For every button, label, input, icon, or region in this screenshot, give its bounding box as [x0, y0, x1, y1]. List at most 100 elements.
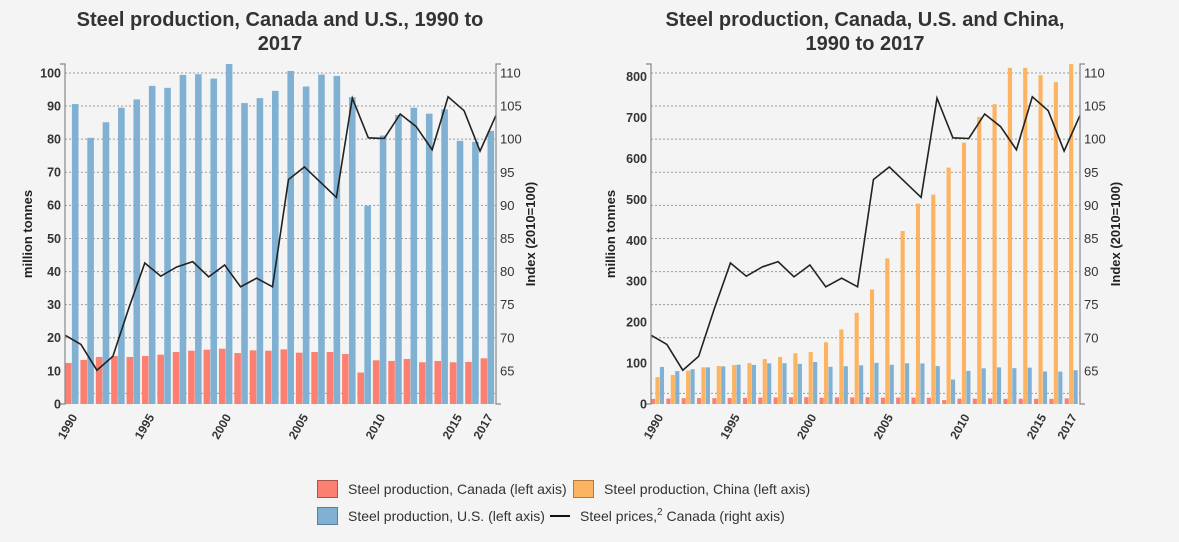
bar-china-2011[interactable]	[977, 116, 982, 404]
bar-canada-1996[interactable]	[742, 397, 748, 404]
bar-us-2014[interactable]	[1027, 367, 1032, 404]
bar-canada-2003[interactable]	[850, 397, 855, 404]
bar-china-2010[interactable]	[961, 142, 967, 404]
bar-china-1991[interactable]	[670, 374, 675, 404]
bar-us-2015[interactable]	[456, 140, 464, 404]
bar-canada-1995[interactable]	[727, 398, 732, 404]
bar-canada-2008[interactable]	[926, 397, 931, 404]
bar-china-2016[interactable]	[1053, 82, 1058, 405]
bar-canada-1997[interactable]	[758, 397, 763, 404]
bar-canada-2007[interactable]	[326, 352, 334, 404]
bar-us-2006[interactable]	[905, 363, 910, 404]
bar-china-1990[interactable]	[655, 377, 660, 404]
bar-canada-1994[interactable]	[712, 398, 717, 404]
bar-us-1998[interactable]	[195, 74, 202, 404]
bar-us-2007[interactable]	[920, 363, 925, 404]
bar-canada-1994[interactable]	[126, 356, 134, 404]
bar-us-1992[interactable]	[102, 122, 110, 405]
bar-canada-2010[interactable]	[957, 398, 962, 404]
bar-canada-2009[interactable]	[942, 400, 947, 404]
bar-canada-2006[interactable]	[896, 397, 901, 404]
bar-us-2011[interactable]	[395, 114, 402, 404]
bar-us-2009[interactable]	[950, 379, 956, 405]
bar-canada-1993[interactable]	[696, 398, 702, 404]
bar-us-1990[interactable]	[71, 104, 79, 404]
bar-us-2007[interactable]	[333, 75, 341, 405]
bar-us-2002[interactable]	[256, 98, 264, 404]
bar-us-2006[interactable]	[318, 74, 325, 404]
bar-us-1996[interactable]	[164, 87, 171, 404]
bar-canada-2015[interactable]	[449, 362, 457, 404]
bar-canada-2002[interactable]	[834, 397, 839, 404]
bar-us-2013[interactable]	[1012, 368, 1017, 404]
bar-canada-2002[interactable]	[249, 350, 257, 404]
bar-us-1999[interactable]	[797, 363, 802, 404]
bar-canada-2001[interactable]	[819, 397, 824, 404]
bar-china-1997[interactable]	[762, 359, 767, 404]
bar-china-2008[interactable]	[931, 194, 936, 404]
bar-china-2012[interactable]	[992, 104, 997, 404]
bar-canada-1992[interactable]	[681, 398, 686, 404]
bar-us-1998[interactable]	[782, 363, 787, 404]
bar-canada-2015[interactable]	[1034, 398, 1039, 404]
bar-china-2001[interactable]	[823, 342, 829, 404]
price-line[interactable]	[650, 95, 1081, 372]
bar-china-1998[interactable]	[778, 356, 783, 404]
bar-china-1993[interactable]	[701, 367, 706, 404]
bar-canada-2017[interactable]	[1064, 398, 1069, 404]
bar-us-2010[interactable]	[966, 370, 971, 404]
bar-canada-2007[interactable]	[911, 397, 916, 404]
bar-canada-2005[interactable]	[880, 397, 885, 404]
bar-canada-1990[interactable]	[65, 362, 72, 404]
bar-canada-2004[interactable]	[865, 397, 870, 404]
bar-canada-1996[interactable]	[157, 354, 164, 404]
bar-china-2009[interactable]	[946, 167, 951, 404]
legend-item-price[interactable]: Steel prices,2 Canada (right axis)	[550, 507, 785, 525]
bar-canada-2004[interactable]	[280, 349, 288, 404]
bar-us-1995[interactable]	[736, 364, 741, 404]
bar-china-2007[interactable]	[915, 203, 921, 404]
bar-china-2004[interactable]	[869, 289, 875, 404]
bar-us-2005[interactable]	[302, 86, 310, 404]
bar-canada-2009[interactable]	[357, 372, 365, 404]
bar-china-2003[interactable]	[854, 312, 859, 404]
bar-canada-2000[interactable]	[218, 348, 226, 404]
bar-us-1993[interactable]	[705, 367, 710, 404]
bar-us-1990[interactable]	[659, 366, 665, 404]
bar-us-2012[interactable]	[996, 367, 1002, 404]
bar-us-2012[interactable]	[410, 107, 418, 404]
bar-canada-1991[interactable]	[80, 359, 87, 404]
bar-canada-1991[interactable]	[666, 398, 671, 404]
bar-us-2001[interactable]	[828, 366, 833, 404]
bar-us-2009[interactable]	[364, 205, 371, 404]
bar-us-2016[interactable]	[1058, 371, 1063, 404]
bar-canada-1999[interactable]	[788, 397, 794, 404]
bar-canada-2003[interactable]	[265, 350, 272, 404]
legend-item-us[interactable]: Steel production, U.S. (left axis)	[317, 507, 545, 525]
bar-canada-2001[interactable]	[234, 353, 241, 404]
bar-canada-1999[interactable]	[203, 349, 211, 404]
bar-us-1994[interactable]	[721, 366, 726, 404]
bar-canada-2006[interactable]	[311, 352, 318, 404]
bar-canada-2005[interactable]	[295, 352, 303, 404]
bar-china-1996[interactable]	[747, 363, 752, 404]
bar-us-2000[interactable]	[813, 362, 818, 404]
bar-china-2015[interactable]	[1038, 75, 1043, 405]
bar-china-2006[interactable]	[900, 230, 905, 404]
bar-canada-2017[interactable]	[480, 358, 488, 404]
bar-canada-2000[interactable]	[804, 397, 809, 404]
bar-canada-1997[interactable]	[172, 352, 180, 404]
bar-us-2004[interactable]	[287, 70, 294, 404]
legend-item-china[interactable]: Steel production, China (left axis)	[573, 480, 810, 498]
bar-canada-1998[interactable]	[188, 350, 195, 404]
bar-canada-2016[interactable]	[1049, 398, 1054, 404]
bar-china-1992[interactable]	[686, 370, 691, 404]
price-line[interactable]	[64, 95, 497, 372]
bar-canada-1990[interactable]	[651, 398, 656, 404]
bar-canada-2010[interactable]	[372, 360, 380, 404]
bar-canada-2012[interactable]	[403, 358, 411, 404]
bar-us-2008[interactable]	[935, 366, 940, 404]
bar-us-1999[interactable]	[210, 78, 218, 404]
bar-us-2008[interactable]	[348, 97, 356, 405]
bar-china-2000[interactable]	[808, 352, 813, 404]
